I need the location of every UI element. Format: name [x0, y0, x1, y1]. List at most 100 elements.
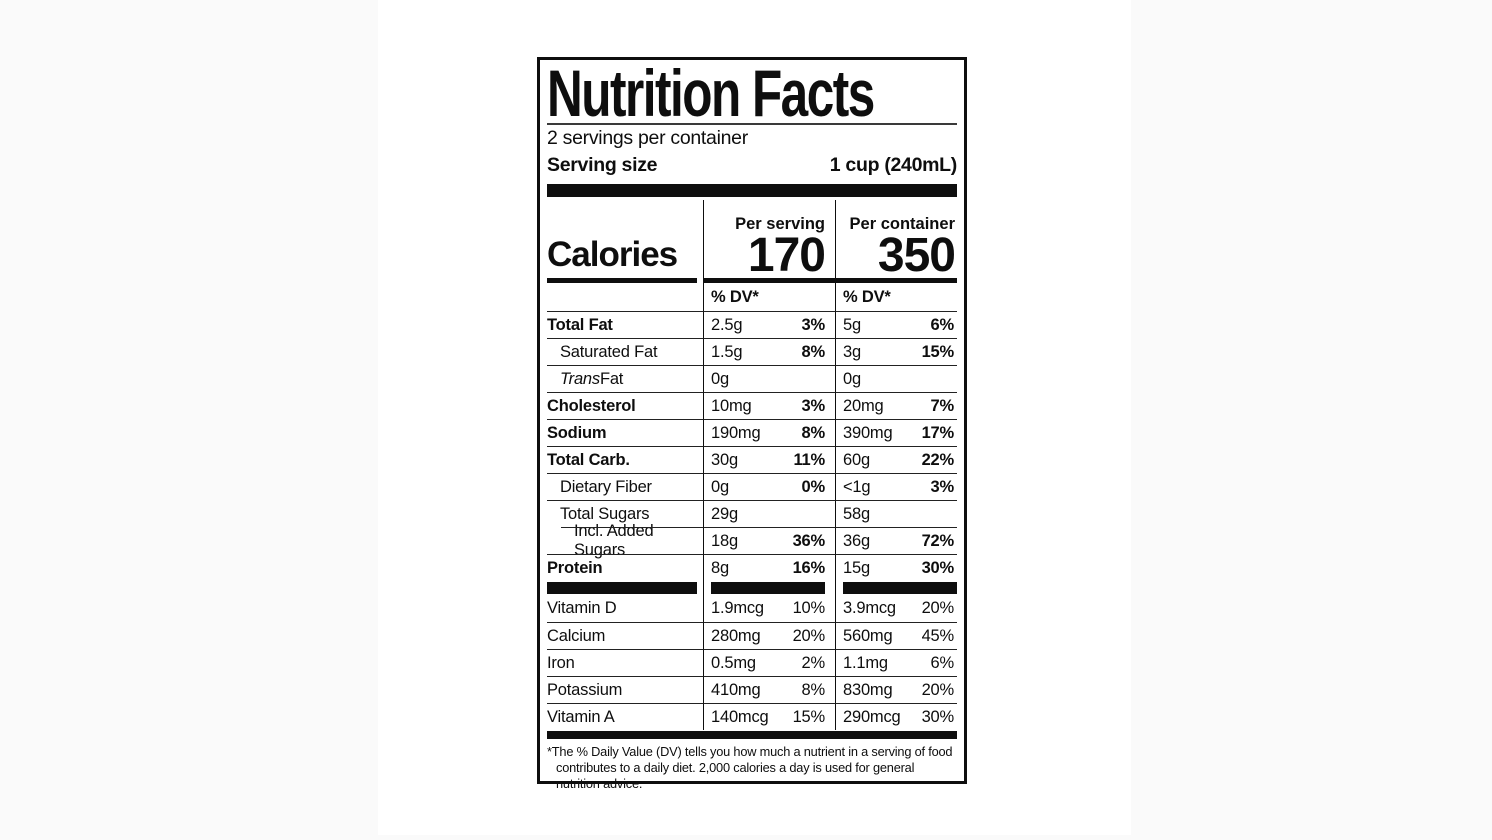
- dv-percent: 15%: [792, 707, 826, 726]
- per-serving-header: Per serving: [735, 215, 825, 233]
- per-container-calories-cell: Per container 350: [835, 200, 957, 283]
- trans-fat-per-container: 0g: [835, 365, 957, 392]
- row-name-saturated-fat: Saturated Fat: [547, 338, 703, 365]
- amount: 1.9mcg: [711, 599, 764, 617]
- amount: 30g: [711, 450, 738, 469]
- sodium-per-container: 390mg 17%: [835, 419, 957, 446]
- amount: 0.5mg: [711, 653, 756, 672]
- row-name-total-fat: Total Fat: [547, 311, 703, 338]
- dv-header-container: % DV*: [835, 283, 957, 311]
- title-divider: [547, 123, 957, 125]
- servings-per-container: 2 servings per container: [547, 127, 748, 149]
- daily-value-footnote: *The % Daily Value (DV) tells you how mu…: [547, 744, 953, 791]
- amount: <1g: [843, 477, 871, 496]
- saturated-fat-per-serving: 1.5g 8%: [703, 338, 835, 365]
- amount: 830mg: [843, 680, 893, 699]
- amount: 140mcg: [711, 707, 769, 726]
- calories-per-serving-value: 170: [747, 229, 826, 282]
- row-name-sodium: Sodium: [547, 419, 703, 446]
- header-divider-bar: [547, 184, 957, 197]
- vitamin-a-per-container: 290mcg 30%: [835, 703, 957, 730]
- amount: 36g: [843, 531, 870, 550]
- dv-percent: 11%: [793, 450, 825, 469]
- nutrition-facts-label: Nutrition Facts 2 servings per container…: [537, 56, 967, 791]
- dv-percent: 17%: [921, 423, 955, 442]
- amount: 3g: [843, 342, 861, 361]
- amount: 560mg: [843, 626, 893, 645]
- footer-divider-bar: [547, 731, 957, 739]
- total-sugars-per-container: 58g: [835, 500, 957, 527]
- row-name-vitamin-a: Vitamin A: [547, 703, 703, 730]
- dv-percent: 3%: [801, 315, 826, 334]
- calories-cell: Calories: [547, 200, 703, 283]
- row-name-total-carb: Total Carb.: [547, 446, 703, 473]
- nutrition-table: Calories Per serving 170 Per container 3…: [547, 200, 957, 730]
- calcium-per-container: 560mg 45%: [835, 622, 957, 649]
- dv-percent: 10%: [792, 599, 826, 617]
- dietary-fiber-per-container: <1g 3%: [835, 473, 957, 500]
- dv-percent: 22%: [921, 450, 955, 469]
- iron-per-container: 1.1mg 6%: [835, 649, 957, 676]
- protein-per-container: 15g 30%: [835, 554, 957, 581]
- dv-percent: 8%: [801, 342, 826, 361]
- amount: 0g: [843, 369, 861, 388]
- amount: 0g: [711, 369, 729, 388]
- calories-underline: [547, 278, 697, 283]
- amount: 280mg: [711, 626, 761, 645]
- calcium-per-serving: 280mg 20%: [703, 622, 835, 649]
- added-sugars-per-serving: 18g 36%: [703, 527, 835, 554]
- amount: 10mg: [711, 396, 752, 415]
- serving-size-label: Serving size: [547, 154, 658, 176]
- amount: 2.5g: [711, 315, 743, 334]
- per-serving-calories-cell: Per serving 170: [703, 200, 835, 283]
- dv-percent: 45%: [921, 626, 955, 645]
- amount: 20mg: [843, 396, 884, 415]
- dv-percent: 16%: [792, 558, 826, 577]
- dv-percent: 3%: [801, 396, 826, 415]
- amount: 15g: [843, 558, 870, 577]
- divider-bar: [547, 582, 697, 594]
- cholesterol-per-serving: 10mg 3%: [703, 392, 835, 419]
- sodium-per-serving: 190mg 8%: [703, 419, 835, 446]
- amount: 290mcg: [843, 707, 901, 726]
- dv-percent: 30%: [921, 558, 955, 577]
- added-sugars-per-container: 36g 72%: [835, 527, 957, 554]
- potassium-per-serving: 410mg 8%: [703, 676, 835, 703]
- trans-rest: Fat: [599, 369, 624, 388]
- amount: 18g: [711, 531, 738, 550]
- row-name-protein: Protein: [547, 554, 703, 581]
- label-title: Nutrition Facts: [547, 56, 875, 130]
- trans-italic: Trans: [560, 369, 600, 388]
- row-name-dietary-fiber: Dietary Fiber: [547, 473, 703, 500]
- row-name-total-sugars: Total Sugars: [547, 500, 703, 527]
- dv-percent: 8%: [801, 423, 826, 442]
- iron-per-serving: 0.5mg 2%: [703, 649, 835, 676]
- dv-percent: 8%: [801, 680, 826, 699]
- amount: 390mg: [843, 423, 893, 442]
- row-name-calcium: Calcium: [547, 622, 703, 649]
- dv-percent: 0%: [801, 477, 826, 496]
- dv-percent: 3%: [930, 477, 955, 496]
- section-divider-container: [835, 581, 957, 595]
- row-name-trans-fat: Trans Fat: [547, 365, 703, 392]
- serving-size-value: 1 cup (240mL): [829, 154, 958, 176]
- dv-percent: 20%: [921, 599, 955, 617]
- vitamin-d-per-container: 3.9mcg 20%: [835, 595, 957, 622]
- vitamin-d-per-serving: 1.9mcg 10%: [703, 595, 835, 622]
- total-fat-per-serving: 2.5g 3%: [703, 311, 835, 338]
- amount: 5g: [843, 315, 861, 334]
- dietary-fiber-per-serving: 0g 0%: [703, 473, 835, 500]
- calories-per-container-value: 350: [877, 229, 956, 282]
- section-divider-name: [547, 581, 703, 595]
- dv-header-serving: % DV*: [703, 283, 835, 311]
- dv-percent: 7%: [930, 396, 955, 415]
- amount: 1.5g: [711, 342, 743, 361]
- protein-per-serving: 8g 16%: [703, 554, 835, 581]
- dv-percent: 72%: [921, 531, 955, 550]
- row-name-potassium: Potassium: [547, 676, 703, 703]
- divider-bar: [843, 582, 957, 594]
- amount: 60g: [843, 450, 870, 469]
- calories-label: Calories: [547, 235, 678, 274]
- dv-percent: 15%: [921, 342, 955, 361]
- amount: 3.9mcg: [843, 599, 896, 617]
